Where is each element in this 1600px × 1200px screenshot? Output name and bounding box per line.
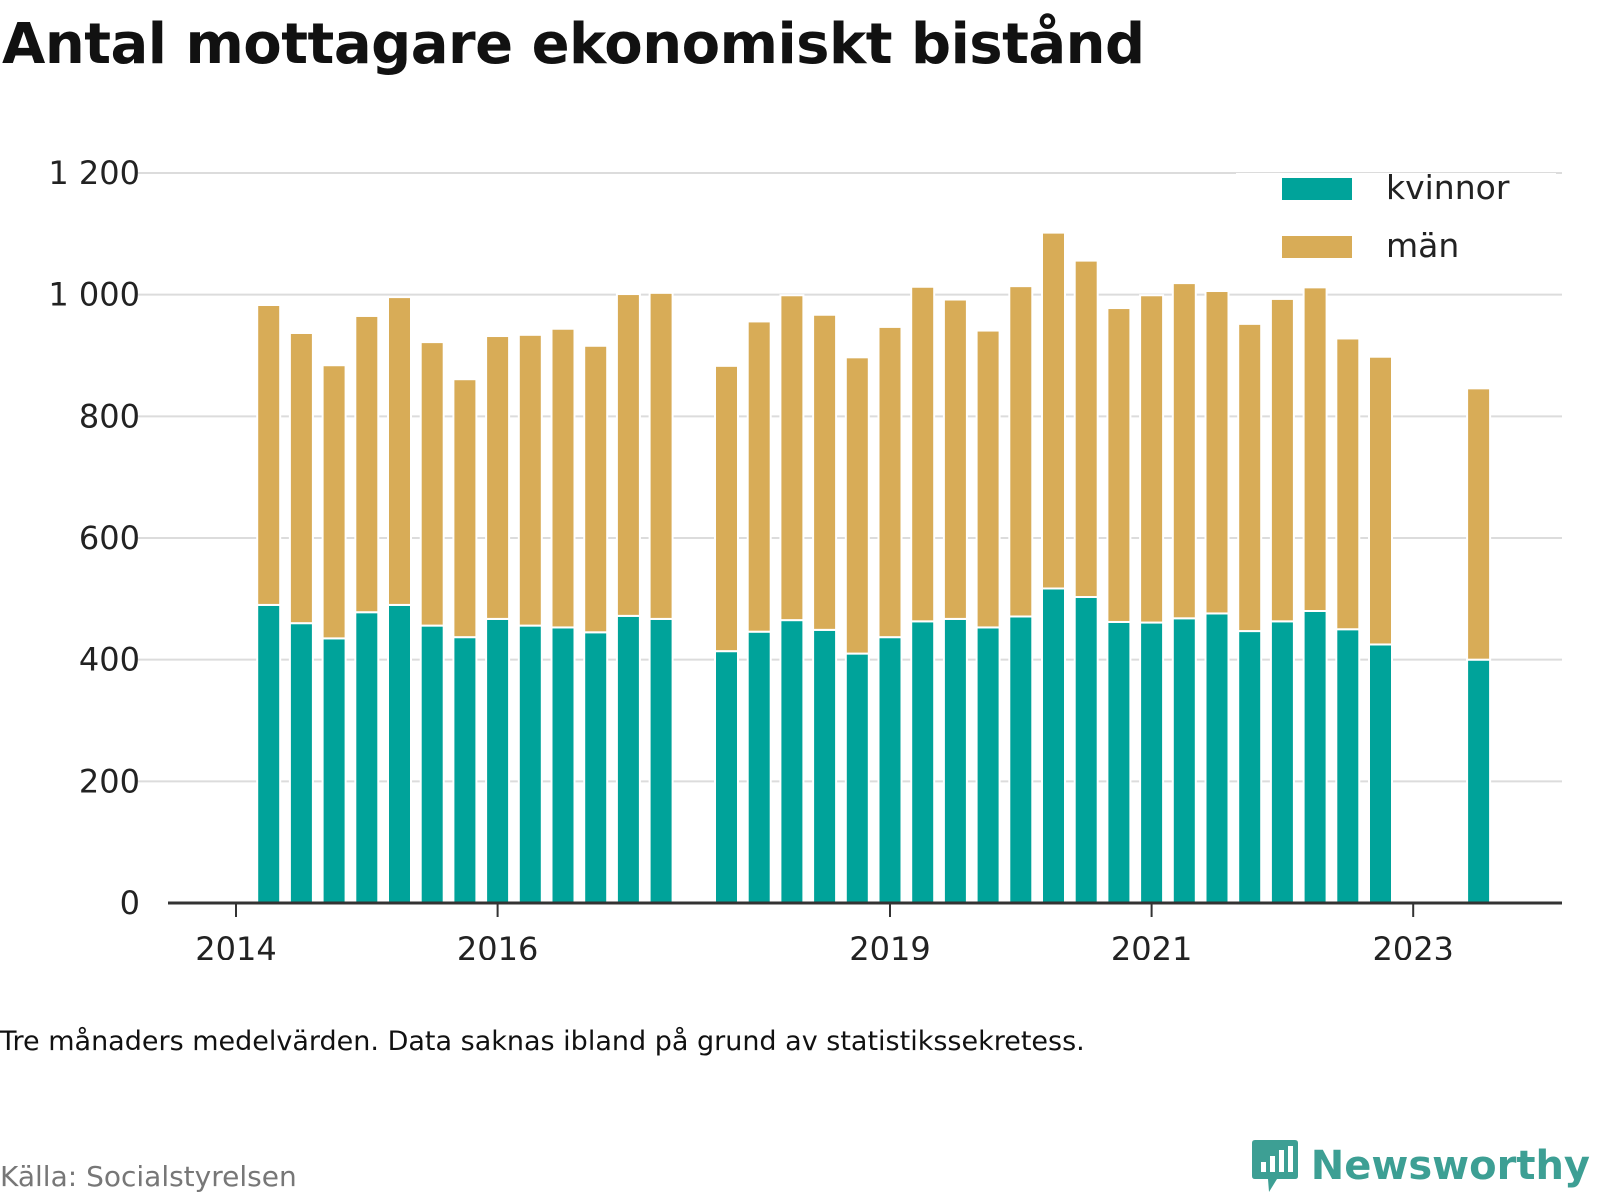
bars: [256, 231, 1492, 905]
bar-män: [1302, 286, 1328, 612]
bar-män: [517, 333, 543, 627]
bar-kvinnor: [256, 603, 282, 904]
bar-män: [910, 285, 936, 623]
x-axis: [168, 901, 1562, 917]
bar-män: [1008, 285, 1034, 618]
bar-kvinnor: [485, 617, 511, 904]
bar-kvinnor: [1368, 643, 1393, 904]
bar-män: [975, 329, 1001, 629]
bar-kvinnor: [321, 637, 347, 904]
bar-kvinnor: [583, 631, 609, 904]
bar-män: [550, 327, 576, 629]
y-tick-label: 0: [120, 884, 140, 922]
bar-män: [583, 344, 609, 634]
x-tick-label: 2014: [195, 930, 276, 960]
bar-kvinnor: [942, 617, 968, 904]
y-axis-tick-labels: 0 200 400 600 800 1 000 1 200: [48, 154, 140, 922]
bar-män: [714, 364, 739, 653]
bar-män: [615, 293, 641, 617]
bar-kvinnor: [648, 617, 674, 904]
y-tick-label: 200: [79, 762, 140, 800]
bar-kvinnor: [387, 603, 412, 904]
bar-chart-speech-bubble-icon: [1251, 1140, 1298, 1192]
bar-män: [1139, 294, 1165, 624]
bar-kvinnor: [419, 624, 445, 904]
bar-kvinnor: [1139, 621, 1165, 904]
x-tick-label: 2016: [457, 930, 538, 960]
bar-män: [648, 291, 674, 620]
bar-kvinnor: [1204, 612, 1230, 904]
y-tick-label: 1 000: [48, 276, 140, 314]
chart-title: Antal mottagare ekonomiskt bistånd: [2, 12, 1145, 77]
x-tick-label: 2023: [1372, 930, 1453, 960]
bar-män: [1171, 282, 1197, 620]
bar-kvinnor: [877, 636, 903, 904]
bar-män: [746, 320, 772, 633]
bar-män: [387, 296, 412, 606]
bar-män: [1368, 355, 1393, 646]
y-tick-label: 600: [79, 519, 140, 557]
bar-kvinnor: [1466, 658, 1492, 905]
bar-kvinnor: [452, 636, 478, 904]
bar-kvinnor: [779, 619, 805, 904]
bar-män: [256, 304, 282, 606]
bar-män: [1466, 387, 1492, 661]
bar-kvinnor: [550, 626, 576, 904]
bar-kvinnor: [910, 620, 936, 904]
legend-label-kvinnor: kvinnor: [1386, 168, 1510, 207]
bar-kvinnor: [1237, 630, 1263, 904]
bar-män: [1041, 231, 1066, 590]
bar-män: [354, 314, 380, 614]
bar-män: [1106, 307, 1132, 623]
bar-kvinnor: [517, 624, 543, 904]
bar-kvinnor: [844, 652, 870, 904]
bar-kvinnor: [1041, 587, 1066, 904]
brand-name: Newsworthy: [1310, 1143, 1590, 1189]
bar-män: [452, 378, 478, 639]
bar-män: [485, 335, 511, 620]
bar-män: [812, 313, 838, 631]
bar-män: [1335, 337, 1361, 631]
bar-kvinnor: [1073, 596, 1099, 904]
x-tick-label: 2021: [1111, 930, 1192, 960]
y-tick-label: 800: [79, 397, 140, 435]
bar-män: [1269, 297, 1295, 623]
bar-kvinnor: [1106, 620, 1132, 904]
bar-män: [288, 331, 314, 625]
stacked-bar-chart: 0 200 400 600 800 1 000 1 200 2014 2016 2019 2021…: [48, 154, 1562, 960]
bar-män: [942, 298, 968, 620]
legend: kvinnor män: [1236, 168, 1556, 281]
brand-logo: Newsworthy: [1251, 1138, 1590, 1194]
x-axis-tick-labels: 2014 2016 2019 2021 2023: [195, 930, 1454, 960]
legend-swatch-kvinnor: [1282, 178, 1352, 200]
bar-män: [1073, 259, 1099, 599]
bar-män: [321, 364, 347, 640]
bar-män: [779, 294, 805, 622]
legend-swatch-män: [1282, 236, 1352, 258]
bar-kvinnor: [1335, 628, 1361, 904]
bar-män: [419, 341, 445, 627]
bar-kvinnor: [615, 614, 641, 904]
bar-män: [1237, 322, 1263, 633]
source-label: Källa: Socialstyrelsen: [0, 1160, 297, 1193]
bar-kvinnor: [1302, 610, 1328, 904]
y-tick-label: 400: [79, 641, 140, 679]
bar-kvinnor: [975, 626, 1001, 904]
bar-kvinnor: [1171, 617, 1197, 904]
bar-män: [877, 325, 903, 639]
bar-kvinnor: [354, 611, 380, 904]
bar-kvinnor: [746, 630, 772, 904]
chart-note: Tre månaders medelvärden. Data saknas ib…: [0, 1026, 1085, 1057]
legend-label-män: män: [1386, 226, 1459, 265]
bar-kvinnor: [1269, 620, 1295, 904]
bar-män: [1204, 290, 1230, 615]
bar-kvinnor: [812, 628, 838, 904]
x-tick-label: 2019: [849, 930, 930, 960]
bar-kvinnor: [714, 650, 739, 905]
bar-män: [844, 356, 870, 655]
y-tick-label: 1 200: [48, 154, 140, 192]
bar-kvinnor: [288, 622, 314, 904]
bar-kvinnor: [1008, 615, 1034, 904]
